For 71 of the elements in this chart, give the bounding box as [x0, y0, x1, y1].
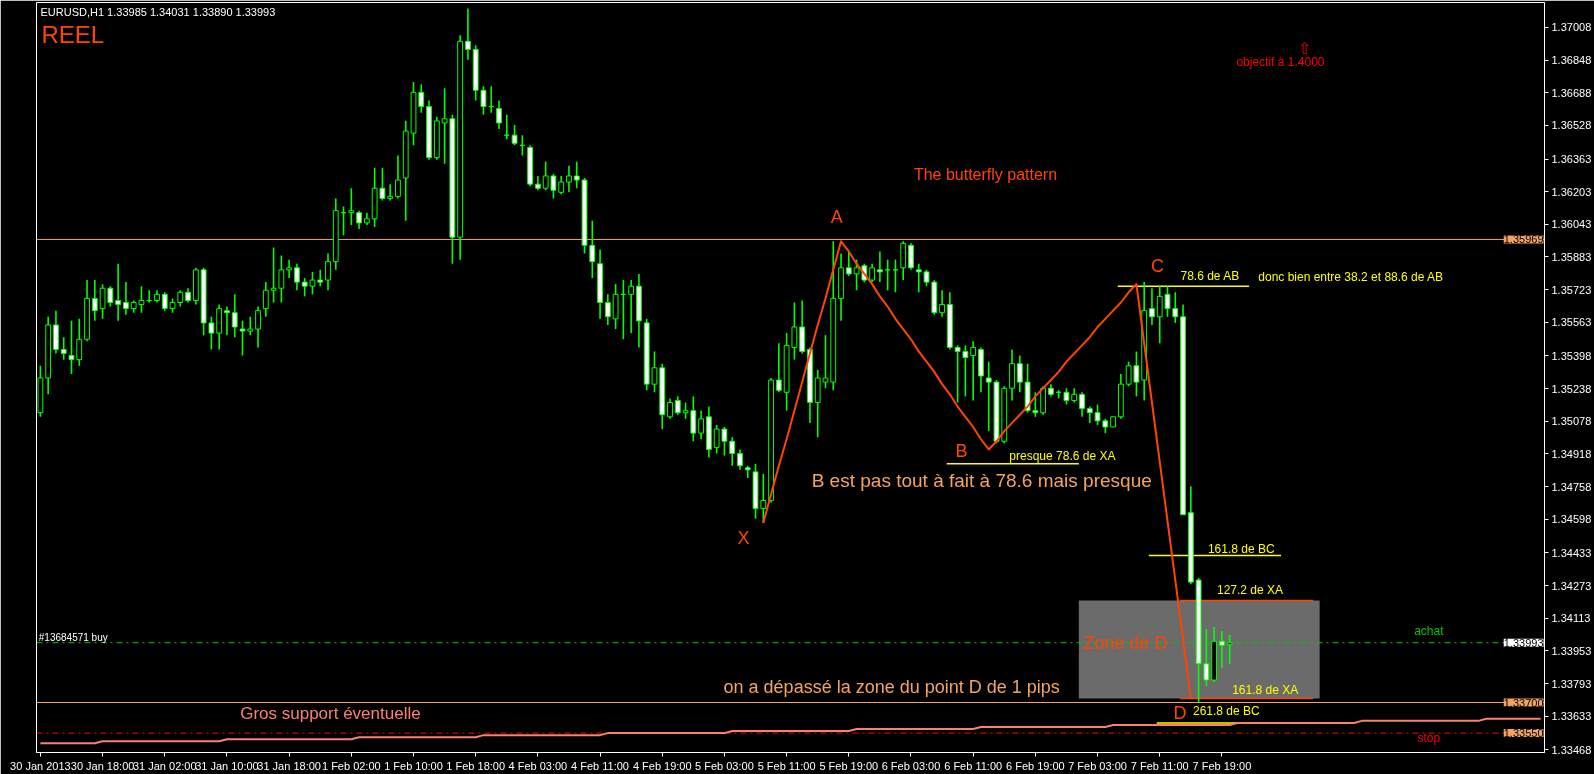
- ref-line-label: 1.33993: [1503, 636, 1544, 649]
- y-tick-label: 1.35883: [1551, 250, 1592, 263]
- y-tick-label: 1.34758: [1551, 480, 1592, 493]
- y-tick-label: 1.37008: [1551, 21, 1592, 34]
- y-tick-label: 1.36688: [1551, 86, 1592, 99]
- y-tick-label: 1.34918: [1551, 447, 1592, 460]
- annotation: donc bien entre 38.2 et 88.6 de AB: [1258, 270, 1444, 284]
- ref-line-label: 161.8 de XA: [1232, 683, 1299, 698]
- ref-line-label: 161.8 de BC: [1207, 541, 1275, 556]
- y-tick-label: 1.34433: [1551, 546, 1592, 559]
- x-tick-label: 31 Jan 10:00: [195, 759, 259, 772]
- y-tick-label: 1.36528: [1551, 119, 1592, 132]
- annotation: B: [955, 440, 968, 461]
- chart-title: EURUSD,H1 1.33985 1.34031 1.33890 1.33993: [40, 5, 276, 18]
- x-tick-label: 6 Feb 11:00: [944, 759, 1003, 772]
- y-tick-label: 1.33468: [1551, 743, 1592, 756]
- annotation: A: [830, 207, 843, 228]
- y-tick-label: 1.33953: [1551, 644, 1592, 657]
- y-tick-label: 1.36203: [1551, 185, 1592, 198]
- x-tick-label: 5 Feb 11:00: [757, 759, 816, 772]
- annotation: ⇧: [1297, 38, 1312, 58]
- annotation: on a dépassé la zone du point D de 1 pips: [723, 677, 1060, 698]
- annotation: Gros support éventuelle: [240, 703, 421, 723]
- x-tick-label: 6 Feb 19:00: [1006, 759, 1065, 772]
- y-tick-label: 1.35078: [1551, 415, 1592, 428]
- y-tick-label: 1.35398: [1551, 349, 1592, 362]
- y-tick-label: 1.35238: [1551, 382, 1592, 395]
- y-tick-label: 1.36363: [1551, 153, 1592, 166]
- x-tick-label: 7 Feb 19:00: [1192, 759, 1252, 772]
- x-tick-label: 7 Feb 11:00: [1130, 759, 1189, 772]
- y-tick-label: 1.34598: [1551, 513, 1592, 526]
- text: REEL: [41, 20, 105, 48]
- x-tick-label: 5 Feb 19:00: [819, 759, 879, 772]
- x-tick-label: 30 Jan 2013: [10, 759, 71, 772]
- x-tick-label: 30 Jan 18:00: [70, 759, 135, 772]
- annotation: The butterfly pattern: [913, 165, 1058, 183]
- annotation: objectif à 1.4000: [1236, 55, 1325, 70]
- y-tick-label: 1.34113: [1551, 612, 1591, 625]
- y-tick-label: 1.35723: [1551, 283, 1592, 296]
- annotation: X: [737, 527, 750, 548]
- annotation: #13684571 buy: [38, 632, 108, 644]
- ref-line-label: 1.33550: [1503, 727, 1544, 740]
- annotation: B est pas tout à fait à 78.6 mais presque: [811, 470, 1152, 492]
- x-tick-label: 1 Feb 10:00: [384, 759, 443, 772]
- y-tick-label: 1.34273: [1551, 579, 1592, 592]
- x-tick-label: 6 Feb 03:00: [881, 759, 941, 772]
- x-tick-label: 5 Feb 03:00: [695, 759, 754, 772]
- y-tick-label: 1.36043: [1551, 218, 1592, 231]
- ref-line-label: 78.6 de AB: [1180, 269, 1240, 284]
- x-tick-label: 31 Jan 18:00: [257, 759, 321, 772]
- annotation: stop: [1417, 731, 1441, 746]
- ref-line-label: presque 78.6 de XA: [1009, 448, 1116, 463]
- x-tick-label: 1 Feb 02:00: [321, 759, 381, 772]
- y-tick-label: 1.33633: [1551, 710, 1592, 723]
- ref-line-label: 261.8 de BC: [1192, 703, 1260, 718]
- annotation: achat: [1414, 624, 1445, 638]
- annotation: C: [1150, 256, 1164, 277]
- band-label: Zone de D: [1083, 633, 1168, 654]
- y-tick-label: 1.36848: [1551, 54, 1592, 67]
- ref-line-label: 1.35969: [1503, 233, 1544, 246]
- y-tick-label: 1.33793: [1551, 677, 1592, 690]
- x-tick-label: 4 Feb 03:00: [508, 759, 568, 772]
- y-tick-label: 1.35563: [1551, 316, 1592, 329]
- x-tick-label: 1 Feb 18:00: [446, 759, 506, 772]
- ref-line-label: 127.2 de XA: [1216, 583, 1284, 598]
- x-tick-label: 4 Feb 19:00: [632, 759, 692, 772]
- x-tick-label: 31 Jan 02:00: [132, 759, 197, 772]
- ref-line-label: 1.33700: [1503, 696, 1544, 709]
- x-tick-label: 4 Feb 11:00: [571, 759, 630, 772]
- annotation: D: [1173, 703, 1187, 724]
- x-tick-label: 7 Feb 03:00: [1068, 759, 1127, 772]
